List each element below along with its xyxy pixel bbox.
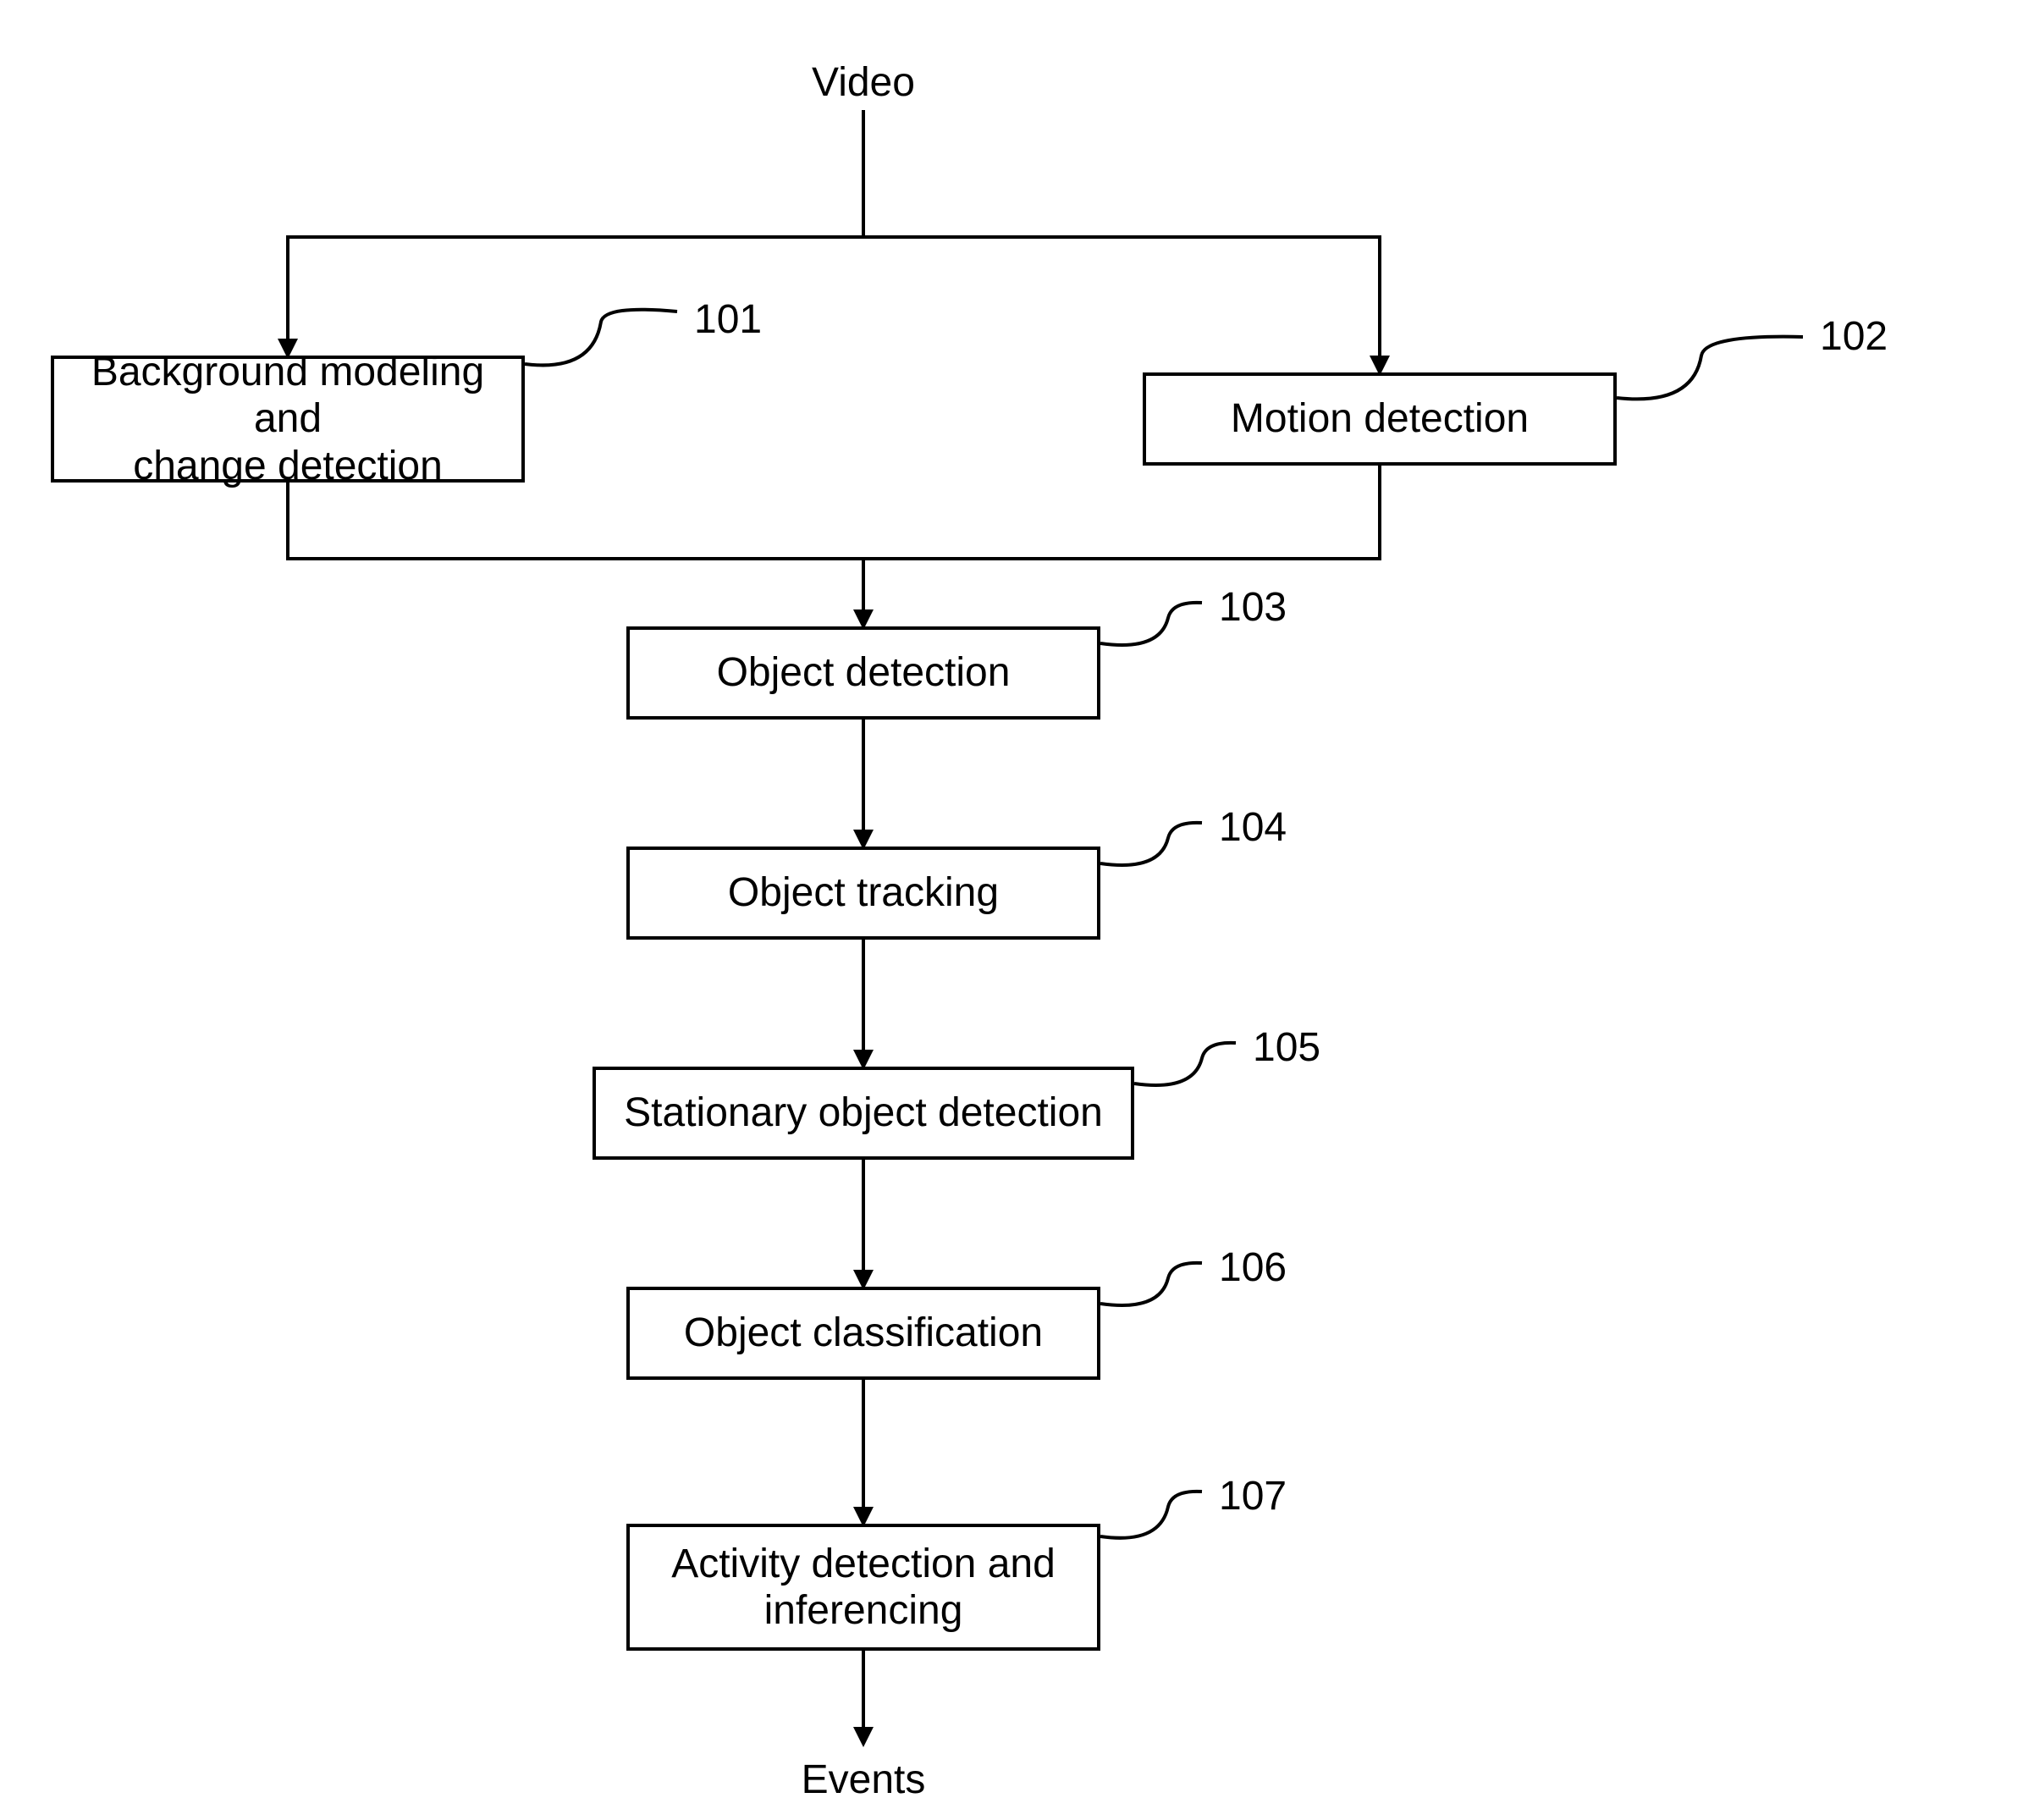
edge-mot-to-merge [863, 466, 1380, 559]
input-label: Video [779, 59, 948, 106]
node-adi: Activity detection andinferencing [626, 1524, 1100, 1651]
ref-label-107: 107 [1219, 1473, 1287, 1519]
node-sod: Stationary object detection [593, 1067, 1134, 1160]
edge-split-to-bg [288, 237, 863, 356]
edge-split-to-mot [863, 237, 1380, 372]
ref-label-101: 101 [694, 296, 762, 343]
leader-102 [1617, 337, 1803, 400]
ref-label-104: 104 [1219, 804, 1287, 851]
node-ot: Object tracking [626, 847, 1100, 940]
leader-107 [1100, 1492, 1202, 1538]
ref-label-106: 106 [1219, 1244, 1287, 1291]
ref-label-105: 105 [1253, 1024, 1320, 1071]
node-mot: Motion detection [1143, 372, 1617, 466]
flowchart-canvas: Video Events Background modeling andchange… [0, 0, 2023, 1820]
node-bg: Background modeling andchange detection [51, 356, 525, 483]
leader-101 [525, 310, 677, 366]
leader-105 [1134, 1043, 1236, 1085]
node-oc: Object classification [626, 1287, 1100, 1380]
node-od: Object detection [626, 626, 1100, 720]
output-label: Events [779, 1757, 948, 1803]
leader-106 [1100, 1263, 1202, 1305]
ref-label-102: 102 [1820, 313, 1888, 360]
leader-103 [1100, 603, 1202, 645]
ref-label-103: 103 [1219, 584, 1287, 631]
leader-104 [1100, 823, 1202, 865]
edge-bg-to-merge [288, 483, 863, 559]
